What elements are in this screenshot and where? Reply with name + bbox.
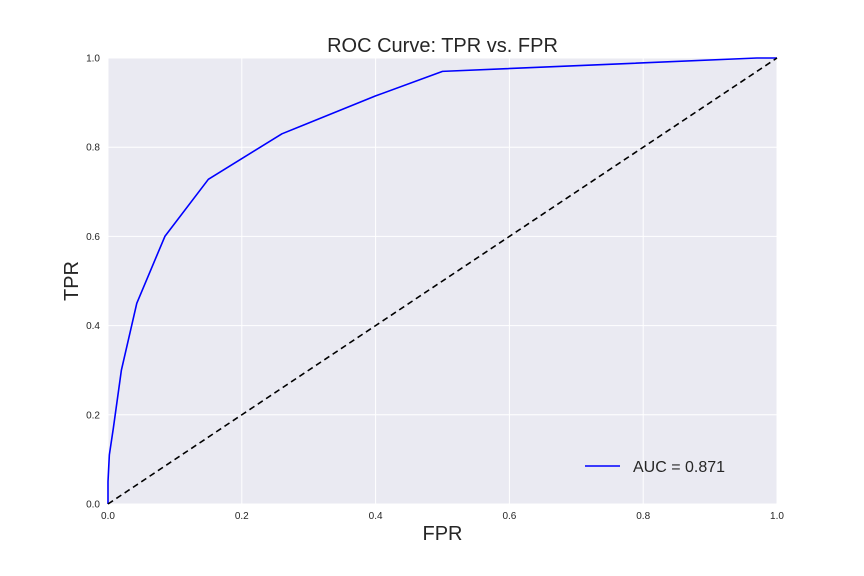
legend-label: AUC = 0.871 [633, 459, 725, 476]
roc-curve-line [107, 57, 777, 504]
x-tick-label: 0.4 [369, 511, 383, 522]
x-axis-label: FPR [423, 523, 463, 545]
y-tick-label: 1.0 [86, 54, 100, 65]
legend: AUC = 0.871 [585, 459, 725, 476]
y-tick-label: 0.0 [86, 500, 100, 511]
x-tick-label: 0.0 [101, 511, 115, 522]
y-tick-label: 0.4 [86, 321, 100, 332]
y-tick-label: 0.8 [86, 143, 100, 154]
x-tick-label: 0.6 [502, 511, 516, 522]
chart-title: ROC Curve: TPR vs. FPR [327, 35, 558, 57]
x-tick-label: 0.2 [235, 511, 249, 522]
y-tick-label: 0.2 [86, 410, 100, 421]
series-layer [107, 57, 778, 505]
grid-lines [107, 57, 778, 505]
y-tick-label: 0.6 [86, 232, 100, 243]
tick-labels: 0.0 0.2 0.4 0.6 0.8 1.0 0.0 0.2 0.4 0.6 0.8 1.0 [86, 54, 784, 523]
x-tick-label: 0.8 [636, 511, 650, 522]
chance-diagonal-line [107, 57, 778, 505]
y-axis-label: TPR [61, 261, 83, 301]
x-tick-label: 1.0 [770, 511, 784, 522]
